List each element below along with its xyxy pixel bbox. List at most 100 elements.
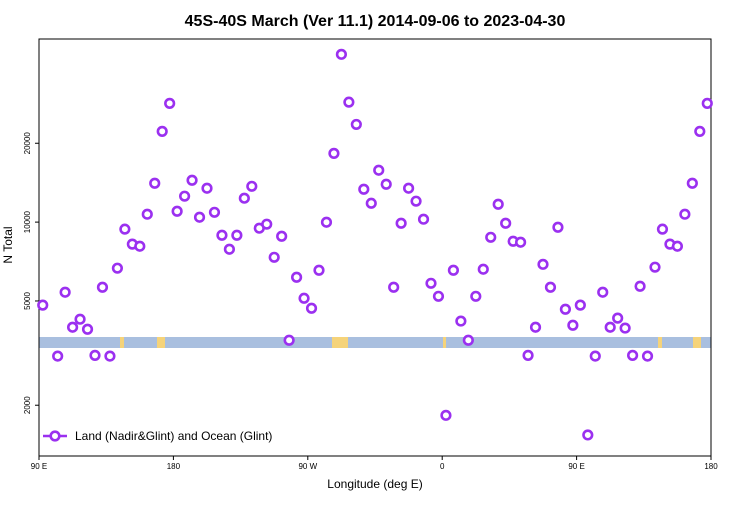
data-point <box>365 197 377 209</box>
data-point <box>567 319 579 331</box>
data-point <box>291 271 303 283</box>
land-band <box>120 337 124 348</box>
data-point <box>470 290 482 302</box>
data-point <box>582 429 594 441</box>
data-point <box>462 334 474 346</box>
x-tick-label: 180 <box>704 462 718 471</box>
data-point <box>417 213 430 225</box>
y-tick-label: 2000 <box>23 396 32 414</box>
data-point <box>276 230 288 242</box>
data-point <box>59 286 71 298</box>
data-point <box>395 217 407 229</box>
data-point <box>216 229 228 241</box>
data-point <box>74 313 86 325</box>
y-axis-label: N Total <box>1 226 15 263</box>
data-point <box>694 125 706 137</box>
data-point <box>89 349 101 361</box>
data-point <box>156 125 168 137</box>
data-point <box>656 223 669 235</box>
data-point <box>305 302 318 314</box>
data-point <box>544 281 557 293</box>
data-point <box>671 240 684 252</box>
surface-band <box>39 337 711 348</box>
data-point <box>96 281 109 293</box>
data-point <box>149 177 161 189</box>
data-point <box>66 321 79 333</box>
data-point <box>134 240 146 252</box>
data-point <box>186 174 198 186</box>
data-point <box>246 180 258 192</box>
y-tick-label: 5000 <box>23 292 32 310</box>
data-point <box>485 231 497 243</box>
data-point <box>432 290 445 302</box>
data-point <box>52 350 64 362</box>
data-point <box>440 409 452 421</box>
data-point <box>410 195 422 207</box>
data-point <box>500 217 512 229</box>
data-point <box>201 182 213 194</box>
data-point <box>597 286 609 298</box>
data-point <box>455 315 467 327</box>
data-point <box>701 97 713 109</box>
data-point <box>179 190 191 202</box>
data-point <box>626 349 639 361</box>
plot-frame <box>38 38 712 457</box>
data-point <box>238 192 250 204</box>
data-point <box>492 198 504 210</box>
data-point <box>261 218 273 230</box>
chart-title: 45S-40S March (Ver 11.1) 2014-09-06 to 2… <box>185 13 566 30</box>
legend-marker <box>49 430 61 442</box>
data-point <box>141 208 153 220</box>
data-point <box>350 118 362 131</box>
x-tick-label: 180 <box>167 462 181 471</box>
land-band <box>658 337 662 348</box>
data-point <box>328 147 340 159</box>
ocean-band <box>39 337 711 348</box>
data-point <box>335 48 348 60</box>
data-point <box>208 206 221 218</box>
data-point <box>649 261 661 273</box>
data-point <box>686 177 698 189</box>
y-tick-label: 10000 <box>23 210 32 233</box>
data-point <box>119 223 131 235</box>
data-point <box>679 208 691 220</box>
data-point <box>612 312 624 324</box>
data-point <box>529 321 542 333</box>
land-band <box>332 337 348 348</box>
data-point <box>320 216 333 228</box>
y-tick-label: 20000 <box>23 132 32 155</box>
legend-label: Land (Nadir&Glint) and Ocean (Glint) <box>75 429 272 443</box>
data-point <box>313 264 325 276</box>
data-point <box>403 182 415 194</box>
data-point <box>223 243 235 255</box>
data-point <box>641 350 654 362</box>
data-point <box>104 350 116 362</box>
data-point <box>171 205 183 217</box>
data-point <box>522 349 534 361</box>
data-point <box>37 299 49 311</box>
land-band <box>157 337 165 348</box>
x-axis-label: Longitude (deg E) <box>327 477 422 491</box>
land-band <box>443 337 446 348</box>
data-point <box>559 303 572 315</box>
data-point <box>574 299 586 311</box>
data-point <box>604 321 616 333</box>
data-point <box>477 263 489 275</box>
data-point <box>111 262 123 274</box>
data-point <box>425 277 437 289</box>
data-point <box>514 236 527 248</box>
data-point <box>358 183 370 195</box>
land-band <box>693 337 701 348</box>
x-tick-label: 90 E <box>568 462 584 471</box>
data-point <box>447 264 460 276</box>
data-point <box>380 178 392 190</box>
data-point <box>164 97 176 109</box>
x-tick-label: 0 <box>440 462 445 471</box>
data-point <box>283 334 295 346</box>
data-point <box>552 221 564 233</box>
data-point <box>231 229 243 241</box>
data-point <box>589 350 601 362</box>
data-point <box>634 280 646 292</box>
